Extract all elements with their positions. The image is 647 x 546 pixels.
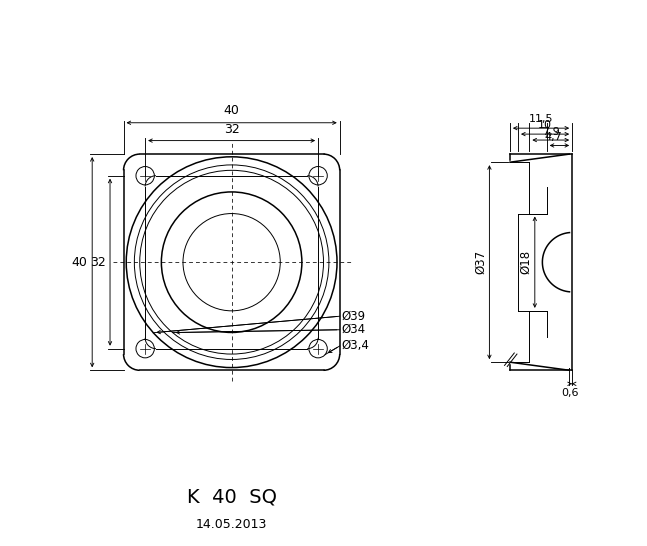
Text: 32: 32 xyxy=(90,256,105,269)
Text: Ø39: Ø39 xyxy=(342,310,366,323)
Text: Ø18: Ø18 xyxy=(520,250,532,274)
Text: 32: 32 xyxy=(224,123,239,136)
Text: 7,9: 7,9 xyxy=(542,127,560,137)
Text: 11,5: 11,5 xyxy=(529,114,553,124)
Text: 0,6: 0,6 xyxy=(562,388,579,397)
Text: Ø37: Ø37 xyxy=(474,250,487,274)
Text: K  40  SQ: K 40 SQ xyxy=(186,488,277,507)
Text: 4,7: 4,7 xyxy=(544,132,562,142)
Text: 10: 10 xyxy=(538,120,552,130)
Text: Ø34: Ø34 xyxy=(342,323,366,336)
Text: Ø3,4: Ø3,4 xyxy=(342,340,369,353)
Text: 14.05.2013: 14.05.2013 xyxy=(196,518,267,531)
Text: 40: 40 xyxy=(71,256,87,269)
Text: 40: 40 xyxy=(224,104,239,117)
